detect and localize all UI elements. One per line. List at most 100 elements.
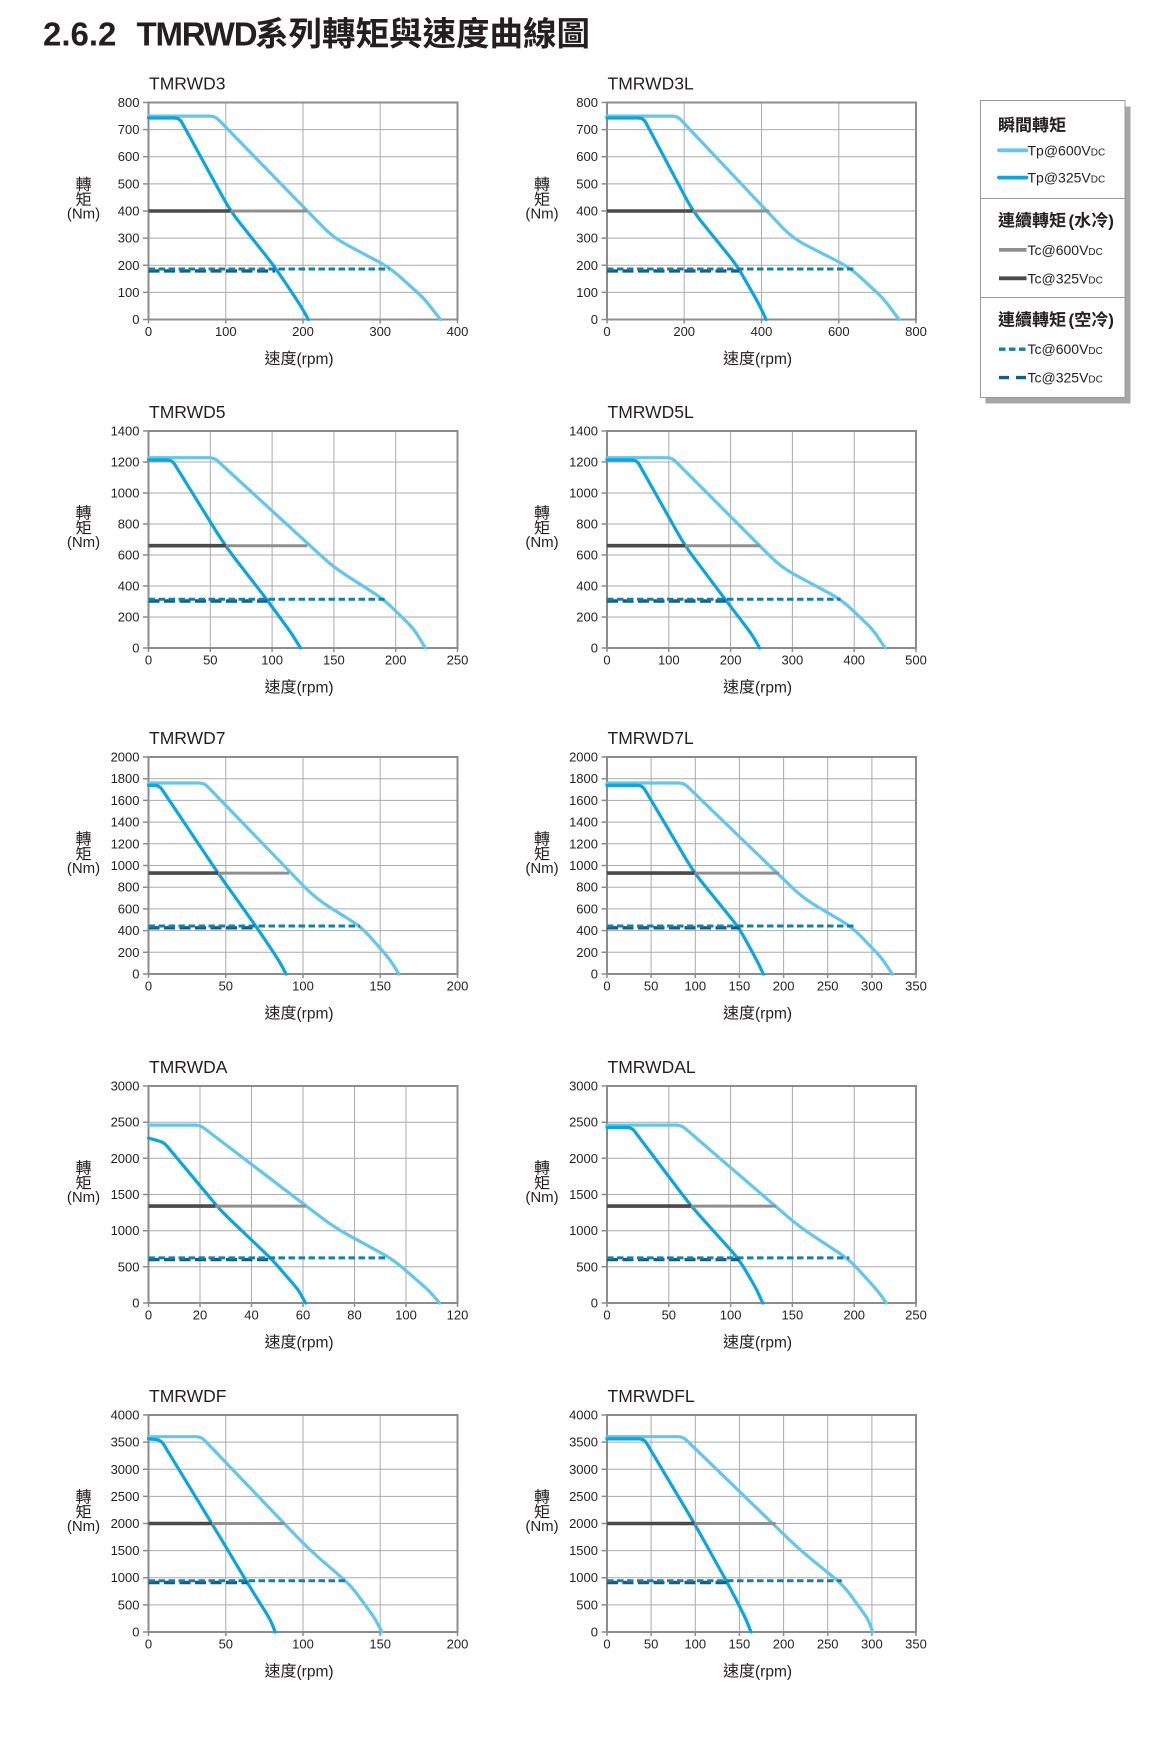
- svg-text:0: 0: [603, 1308, 610, 1323]
- svg-text:TMRWD7: TMRWD7: [149, 728, 225, 748]
- svg-text:TMRWDFL: TMRWDFL: [608, 1386, 695, 1406]
- svg-text:0: 0: [132, 967, 139, 982]
- svg-text:600: 600: [576, 901, 598, 916]
- svg-text:1200: 1200: [111, 836, 140, 851]
- svg-text:150: 150: [369, 979, 391, 994]
- svg-text:3000: 3000: [111, 1079, 140, 1094]
- svg-text:0: 0: [132, 641, 139, 656]
- svg-text:1000: 1000: [569, 1570, 598, 1585]
- svg-text:600: 600: [118, 548, 140, 563]
- svg-text:(Nm): (Nm): [525, 534, 558, 551]
- svg-text:200: 200: [118, 258, 140, 273]
- svg-text:200: 200: [576, 945, 598, 960]
- svg-text:150: 150: [729, 979, 751, 994]
- svg-text:0: 0: [591, 967, 598, 982]
- svg-text:200: 200: [773, 979, 795, 994]
- svg-text:50: 50: [662, 1308, 676, 1323]
- svg-text:TMRWD5: TMRWD5: [149, 402, 225, 422]
- svg-text:300: 300: [576, 231, 598, 246]
- svg-text:(rpm): (rpm): [755, 1335, 792, 1352]
- svg-text:100: 100: [395, 1308, 417, 1323]
- svg-text:50: 50: [644, 1637, 658, 1652]
- svg-text:1600: 1600: [111, 793, 140, 808]
- svg-text:3000: 3000: [569, 1079, 598, 1094]
- svg-text:350: 350: [905, 1637, 927, 1652]
- svg-text:300: 300: [782, 653, 804, 668]
- svg-text:100: 100: [684, 979, 706, 994]
- svg-text:): ): [1108, 211, 1114, 230]
- svg-text:TMRWD5L: TMRWD5L: [608, 402, 694, 422]
- svg-text:(rpm): (rpm): [297, 1335, 334, 1352]
- svg-text:800: 800: [118, 517, 140, 532]
- svg-text:1200: 1200: [569, 455, 598, 470]
- svg-text:500: 500: [576, 1259, 598, 1274]
- svg-text:0: 0: [603, 1637, 610, 1652]
- svg-text:400: 400: [118, 579, 140, 594]
- svg-text:2000: 2000: [111, 750, 140, 765]
- svg-text:150: 150: [369, 1637, 391, 1652]
- svg-text:300: 300: [369, 324, 391, 339]
- svg-text:50: 50: [219, 979, 233, 994]
- svg-text:50: 50: [644, 979, 658, 994]
- svg-text:0: 0: [145, 1637, 152, 1652]
- svg-text:800: 800: [905, 324, 927, 339]
- svg-text:TMRWDA: TMRWDA: [149, 1057, 228, 1077]
- svg-text:100: 100: [215, 324, 237, 339]
- svg-text:(Nm): (Nm): [67, 860, 100, 877]
- svg-text:100: 100: [684, 1637, 706, 1652]
- svg-text:1200: 1200: [569, 836, 598, 851]
- svg-text:400: 400: [118, 923, 140, 938]
- svg-text:150: 150: [729, 1637, 751, 1652]
- svg-text:300: 300: [118, 231, 140, 246]
- svg-text:0: 0: [145, 324, 152, 339]
- svg-text:100: 100: [658, 653, 680, 668]
- svg-text:1400: 1400: [111, 424, 140, 439]
- svg-text:700: 700: [118, 122, 140, 137]
- svg-text:500: 500: [576, 1597, 598, 1612]
- svg-text:1000: 1000: [569, 486, 598, 501]
- svg-text:Tc@325VDC: Tc@325VDC: [1028, 370, 1103, 386]
- svg-text:200: 200: [576, 258, 598, 273]
- svg-text:TMRWD3L: TMRWD3L: [608, 74, 694, 94]
- svg-text:1000: 1000: [111, 486, 140, 501]
- svg-text:250: 250: [817, 1637, 839, 1652]
- svg-text:300: 300: [861, 1637, 883, 1652]
- svg-text:1000: 1000: [569, 858, 598, 873]
- svg-text:TMRWD3: TMRWD3: [149, 74, 225, 94]
- svg-text:Tc@325VDC: Tc@325VDC: [1028, 270, 1103, 286]
- svg-text:250: 250: [905, 1308, 927, 1323]
- svg-text:200: 200: [447, 979, 469, 994]
- svg-text:(: (: [1069, 211, 1075, 230]
- svg-text:0: 0: [132, 1296, 139, 1311]
- svg-text:1200: 1200: [111, 455, 140, 470]
- svg-text:200: 200: [118, 945, 140, 960]
- svg-text:400: 400: [576, 204, 598, 219]
- svg-text:(rpm): (rpm): [755, 680, 792, 697]
- svg-text:50: 50: [203, 653, 217, 668]
- svg-text:100: 100: [261, 653, 283, 668]
- svg-text:2500: 2500: [569, 1115, 598, 1130]
- svg-text:1800: 1800: [111, 771, 140, 786]
- svg-text:): ): [1108, 311, 1114, 330]
- svg-text:400: 400: [751, 324, 773, 339]
- svg-text:0: 0: [591, 1625, 598, 1640]
- svg-text:600: 600: [828, 324, 850, 339]
- svg-text:0: 0: [603, 979, 610, 994]
- svg-text:400: 400: [118, 204, 140, 219]
- svg-text:0: 0: [145, 1308, 152, 1323]
- svg-text:600: 600: [576, 548, 598, 563]
- svg-text:2000: 2000: [111, 1516, 140, 1531]
- svg-text:100: 100: [720, 1308, 742, 1323]
- svg-text:600: 600: [118, 149, 140, 164]
- svg-text:1400: 1400: [569, 815, 598, 830]
- svg-text:200: 200: [773, 1637, 795, 1652]
- svg-text:(rpm): (rpm): [755, 351, 792, 368]
- svg-text:400: 400: [843, 653, 865, 668]
- svg-text:1500: 1500: [569, 1187, 598, 1202]
- svg-text:50: 50: [219, 1637, 233, 1652]
- svg-text:500: 500: [118, 1259, 140, 1274]
- svg-text:3000: 3000: [569, 1462, 598, 1477]
- svg-text:1400: 1400: [569, 424, 598, 439]
- svg-text:3000: 3000: [111, 1462, 140, 1477]
- svg-text:3500: 3500: [111, 1435, 140, 1450]
